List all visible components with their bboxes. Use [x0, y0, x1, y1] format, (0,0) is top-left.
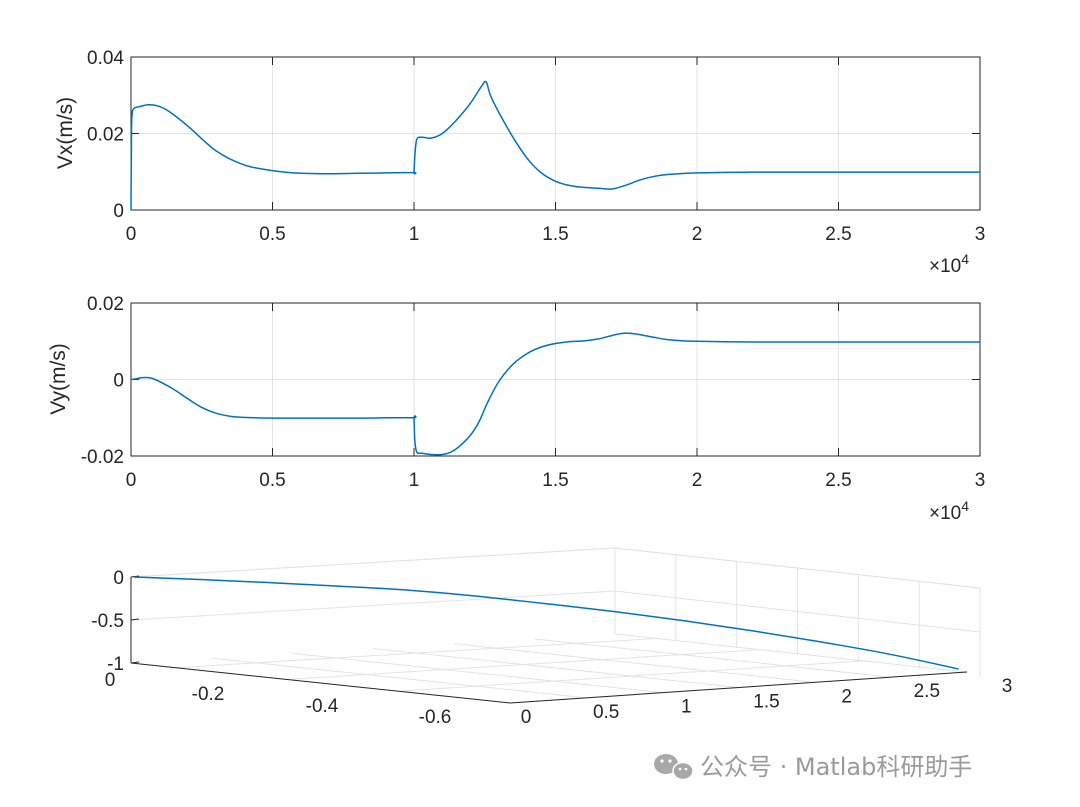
vx-x-tick-label: 1.5 [542, 224, 568, 245]
vy-y-axis-label: Vy(m/s) [47, 343, 70, 415]
trajectory-3d-y-tick-label: -0.4 [306, 696, 339, 717]
vy-x-tick-label: 0 [126, 470, 137, 491]
trajectory-3d-x-tick-label: 1.5 [753, 692, 779, 713]
trajectory-3d-z-tick-label: -1 [107, 654, 124, 675]
vx-x-tick-label: 2 [692, 224, 703, 245]
vx-x-multiplier-base: ×10 [929, 256, 961, 277]
trajectory-3d-z-tick [130, 618, 140, 621]
vx-x-tick-label: 1 [409, 224, 420, 245]
vx-y-tick-label: 0 [113, 201, 124, 222]
vx-series-line [130, 80, 980, 211]
vy-y-tick-label: 0.02 [87, 294, 124, 315]
vy-x-multiplier-exponent: 4 [961, 498, 969, 514]
trajectory-3d-axes: 0-0.5-10-0.2-0.4-0.6 0 0.5 1 1.5 2 2.5 3 [91, 547, 1012, 728]
vx-grid [130, 56, 981, 211]
trajectory-3d-series [133, 576, 959, 670]
trajectory-3d-z-tick-label: 0 [113, 568, 124, 589]
trajectory-3d-y-tick-label: 0 [105, 670, 116, 691]
trajectory-3d-x-tick-label: 0.5 [593, 702, 619, 723]
vy-x-tick-label: 2.5 [825, 470, 851, 491]
vx-axes: 0 0.5 1 1.5 2 2.5 3 0 0.02 0.04 Vx(m/s) ×104 [54, 48, 985, 277]
vx-x-tick-label: 2.5 [825, 224, 851, 245]
vy-y-tick-label: -0.02 [81, 447, 124, 468]
trajectory-3d-axis-lines [130, 575, 968, 704]
trajectory-3d-x-axis [509, 671, 968, 704]
vx-y-tick-label: 0.02 [87, 125, 124, 146]
trajectory-3d-z-tick [130, 661, 140, 664]
vx-x-multiplier: ×104 [929, 251, 969, 277]
vx-series [130, 80, 980, 211]
trajectory-3d-wall-gridline [130, 547, 616, 578]
vy-x-multiplier: ×104 [929, 498, 969, 524]
vy-series-line [130, 332, 980, 456]
vx-x-tick-label: 0.5 [259, 224, 285, 245]
vy-x-tick-label: 3 [975, 470, 986, 491]
trajectory-3d-tick-labels: 0-0.5-10-0.2-0.4-0.6 0 0.5 1 1.5 2 2.5 3 [91, 568, 1012, 728]
vy-y-tick-label: 0 [113, 371, 124, 392]
vx-y-tick-label: 0.04 [87, 48, 124, 69]
trajectory-3d-y-tick-label: -0.2 [192, 684, 225, 705]
vy-x-tick-label: 1.5 [542, 470, 568, 491]
vy-series [130, 332, 980, 456]
trajectory-3d-z-tick-label: -0.5 [91, 611, 124, 632]
trajectory-3d-x-tick-label: 2 [841, 686, 852, 707]
trajectory-3d-floor-gridline [614, 633, 968, 673]
trajectory-3d-x-tick-label: 0 [521, 707, 532, 728]
vx-y-axis-label: Vx(m/s) [54, 97, 77, 169]
trajectory-3d-floor-gridline [292, 652, 663, 694]
vy-x-tick-label: 1 [409, 470, 420, 491]
trajectory-3d-floor-gridline [534, 638, 891, 678]
vx-x-tick-label: 3 [975, 224, 986, 245]
trajectory-3d-x-tick-label: 3 [1002, 676, 1013, 697]
vy-grid [130, 302, 981, 457]
vx-x-tick-labels: 0 0.5 1 1.5 2 2.5 3 [126, 224, 986, 245]
trajectory-3d-floor-gridline [211, 657, 587, 699]
wechat-icon [654, 754, 694, 781]
vy-x-tick-labels: 0 0.5 1 1.5 2 2.5 3 [126, 470, 986, 491]
vy-x-multiplier-base: ×10 [929, 503, 961, 524]
vy-x-tick-label: 0.5 [259, 470, 285, 491]
watermark: 公众号 · Matlab科研助手 [654, 753, 972, 781]
trajectory-3d-series-line [133, 576, 959, 670]
trajectory-3d-x-tick-label: 2.5 [914, 681, 940, 702]
vx-x-tick-label: 0 [126, 224, 137, 245]
vx-y-tick-labels: 0 0.02 0.04 [87, 48, 124, 222]
trajectory-3d-floor-gridline [372, 648, 739, 688]
vx-tick-marks [130, 56, 981, 211]
vy-x-tick-label: 2 [692, 470, 703, 491]
trajectory-3d-x-tick-label: 1 [681, 697, 692, 718]
trajectory-3d-wall-gridline [130, 590, 616, 621]
watermark-text: 公众号 · Matlab科研助手 [700, 753, 972, 781]
vx-x-multiplier-exponent: 4 [961, 251, 969, 267]
trajectory-3d-y-tick-label: -0.6 [419, 707, 452, 728]
trajectory-3d-y-axis [130, 662, 511, 704]
vy-y-tick-labels: -0.02 0 0.02 [81, 294, 124, 468]
trajectory-3d-floor-gridline [453, 643, 815, 683]
